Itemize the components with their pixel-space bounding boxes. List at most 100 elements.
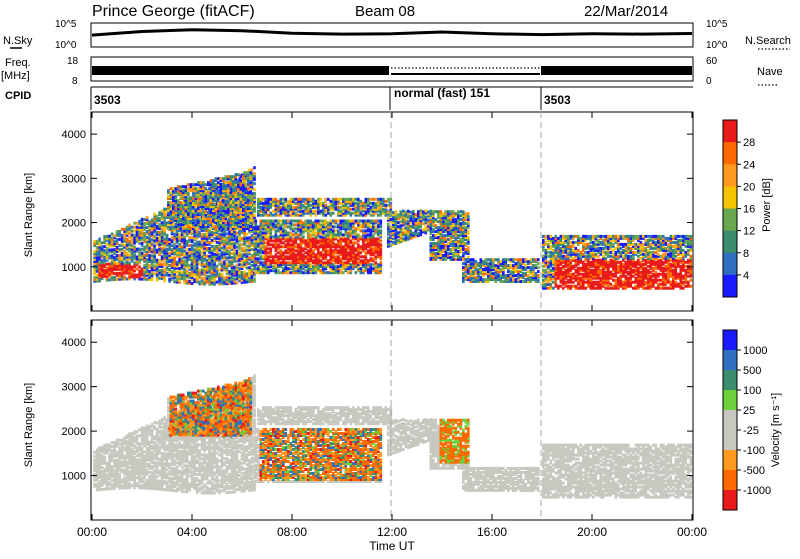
echo-cell — [422, 210, 425, 213]
echo-cell — [138, 220, 141, 223]
echo-cell — [201, 233, 204, 236]
echo-cell — [236, 236, 239, 239]
echo-cell — [191, 282, 194, 285]
echo-cell — [397, 221, 400, 224]
echo-cell — [330, 200, 333, 203]
echo-cell — [218, 269, 221, 272]
echo-cell — [156, 259, 159, 262]
echo-cell — [247, 191, 250, 194]
echo-cell — [460, 256, 463, 259]
echo-cell — [228, 250, 231, 253]
nave-label: Nave — [757, 66, 783, 78]
echo-cell — [106, 263, 109, 266]
echo-cell — [247, 219, 250, 222]
echo-cell — [425, 216, 428, 219]
echo-cell — [212, 223, 215, 226]
echo-cell — [242, 175, 245, 178]
echo-cell — [332, 225, 335, 228]
echo-cell — [312, 221, 315, 224]
echo-cell — [367, 198, 370, 201]
echo-cell — [242, 219, 245, 222]
echo-cell — [435, 234, 438, 237]
echo-cell — [295, 253, 298, 256]
echo-cell — [382, 198, 385, 201]
echo-cell — [210, 209, 213, 212]
echo-cell — [360, 235, 363, 238]
echo-cell — [267, 198, 270, 201]
echo-cell — [187, 183, 190, 186]
echo-cell — [272, 220, 275, 223]
echo-cell — [352, 229, 355, 232]
echo-cell — [310, 263, 313, 266]
echo-cell — [213, 237, 216, 240]
echo-cell — [377, 237, 380, 240]
echo-cell — [146, 230, 149, 233]
echo-cell — [295, 212, 298, 215]
echo-cell — [330, 220, 333, 223]
echo-cell — [292, 198, 295, 201]
echo-cell — [227, 227, 230, 230]
echo-cell — [362, 210, 365, 213]
echo-cell — [257, 265, 260, 268]
echo-cell — [360, 259, 363, 262]
echo-cell — [111, 236, 114, 239]
echo-cell — [240, 201, 243, 204]
echo-cell — [212, 219, 215, 222]
echo-cell — [176, 245, 179, 248]
echo-cell — [347, 198, 350, 201]
echo-cell — [300, 220, 303, 223]
echo-cell — [285, 220, 288, 223]
echo-cell — [292, 233, 295, 236]
echo-cell — [161, 221, 164, 224]
echo-cell — [387, 223, 390, 226]
echo-cell — [372, 220, 375, 223]
echo-cell — [240, 187, 243, 190]
echo-cell — [270, 247, 273, 250]
echo-cell — [435, 252, 438, 255]
echo-cell — [96, 274, 99, 277]
echo-cell — [153, 245, 156, 248]
echo-cell — [186, 240, 189, 243]
echo-cell — [225, 187, 228, 190]
echo-cell — [442, 254, 445, 257]
echo-cell — [355, 247, 358, 250]
echo-cell — [367, 208, 370, 211]
echo-cell — [352, 235, 355, 238]
echo-cell — [238, 263, 241, 266]
echo-cell — [462, 272, 465, 275]
echo-cell — [282, 220, 285, 223]
echo-cell — [350, 239, 353, 242]
echo-cell — [362, 259, 365, 262]
echo-cell — [320, 235, 323, 238]
echo-cell — [245, 207, 248, 210]
echo-cell — [176, 275, 179, 278]
echo-cell — [342, 198, 345, 201]
echo-cell — [380, 261, 383, 264]
echo-cell — [430, 224, 433, 227]
echo-cell — [385, 204, 388, 207]
echo-cell — [375, 255, 378, 258]
echo-cell — [365, 220, 368, 223]
echo-cell — [320, 223, 323, 226]
echo-cell — [191, 236, 194, 239]
echo-cell — [206, 275, 209, 278]
echo-cell — [190, 197, 193, 200]
echo-cell — [175, 195, 178, 198]
echo-cell — [460, 238, 463, 241]
echo-cell — [297, 214, 300, 217]
echo-cell — [171, 248, 174, 251]
echo-cell — [282, 198, 285, 201]
beam-title: Beam 08 — [355, 3, 415, 20]
echo-cell — [267, 214, 270, 217]
echo-cell — [183, 259, 186, 262]
echo-cell — [302, 253, 305, 256]
echo-cell — [302, 247, 305, 250]
echo-cell — [347, 206, 350, 209]
echo-cell — [106, 267, 109, 270]
echo-cell — [282, 251, 285, 254]
echo-cell — [131, 266, 134, 269]
echo-cell — [322, 261, 325, 264]
echo-cell — [360, 245, 363, 248]
echo-cell — [477, 268, 480, 271]
